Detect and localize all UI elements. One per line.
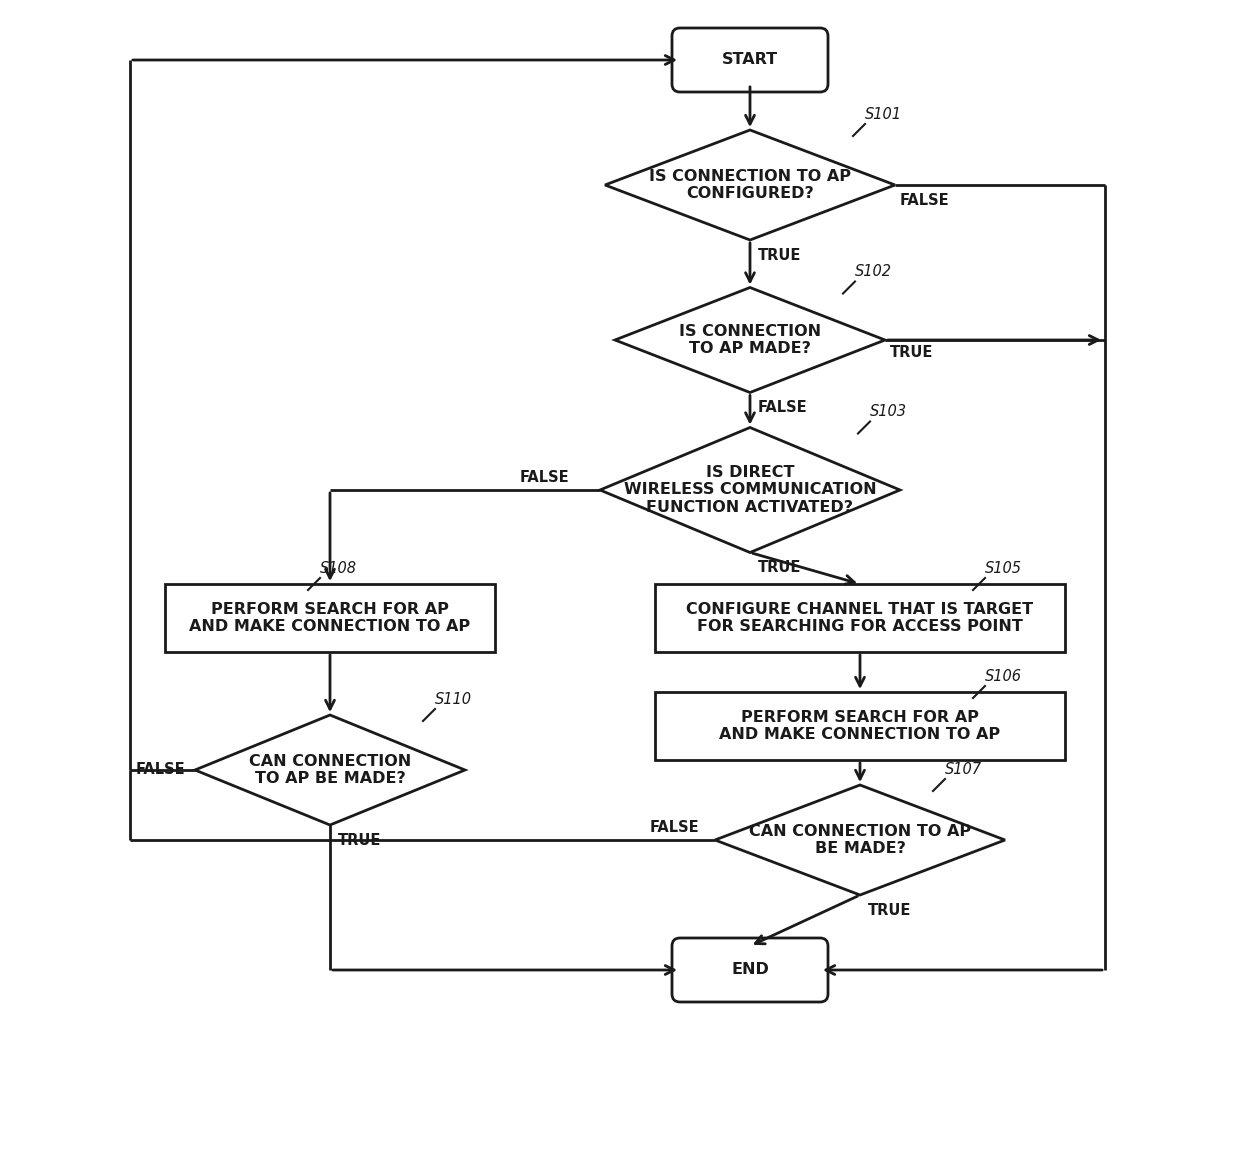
Bar [655,584,1065,652]
Text: TRUE: TRUE [890,345,934,360]
Polygon shape [195,715,465,825]
Text: FALSE: FALSE [520,470,569,485]
Text: TRUE: TRUE [868,903,911,918]
Text: CAN CONNECTION
TO AP BE MADE?: CAN CONNECTION TO AP BE MADE? [249,753,412,786]
Text: S103: S103 [870,404,906,419]
FancyBboxPatch shape [672,28,828,92]
Text: END: END [732,962,769,978]
Text: PERFORM SEARCH FOR AP
AND MAKE CONNECTION TO AP: PERFORM SEARCH FOR AP AND MAKE CONNECTIO… [190,601,470,634]
Text: IS CONNECTION
TO AP MADE?: IS CONNECTION TO AP MADE? [680,324,821,356]
Text: TRUE: TRUE [758,561,801,576]
Text: CONFIGURE CHANNEL THAT IS TARGET
FOR SEARCHING FOR ACCESS POINT: CONFIGURE CHANNEL THAT IS TARGET FOR SEA… [687,601,1034,634]
Text: START: START [722,52,777,67]
Text: TRUE: TRUE [758,248,801,264]
Text: PERFORM SEARCH FOR AP
AND MAKE CONNECTION TO AP: PERFORM SEARCH FOR AP AND MAKE CONNECTIO… [719,709,1001,742]
Text: S107: S107 [945,762,982,777]
Text: S101: S101 [866,107,901,122]
Text: CAN CONNECTION TO AP
BE MADE?: CAN CONNECTION TO AP BE MADE? [749,824,971,856]
Text: TRUE: TRUE [339,832,382,848]
Polygon shape [605,130,895,240]
Text: FALSE: FALSE [900,193,950,208]
Text: FALSE: FALSE [135,763,185,778]
Text: FALSE: FALSE [650,820,699,835]
Text: FALSE: FALSE [758,401,807,416]
FancyBboxPatch shape [672,938,828,1002]
Bar [655,692,1065,760]
Bar [165,584,495,652]
Text: S102: S102 [856,265,892,280]
Text: IS CONNECTION TO AP
CONFIGURED?: IS CONNECTION TO AP CONFIGURED? [649,168,851,201]
Polygon shape [715,785,1004,895]
Text: S110: S110 [435,692,472,707]
Text: S106: S106 [985,669,1022,684]
Polygon shape [615,288,885,392]
Text: S105: S105 [985,561,1022,576]
Text: IS DIRECT
WIRELESS COMMUNICATION
FUNCTION ACTIVATED?: IS DIRECT WIRELESS COMMUNICATION FUNCTIO… [624,466,877,514]
Text: S108: S108 [320,561,357,576]
Polygon shape [600,427,900,553]
